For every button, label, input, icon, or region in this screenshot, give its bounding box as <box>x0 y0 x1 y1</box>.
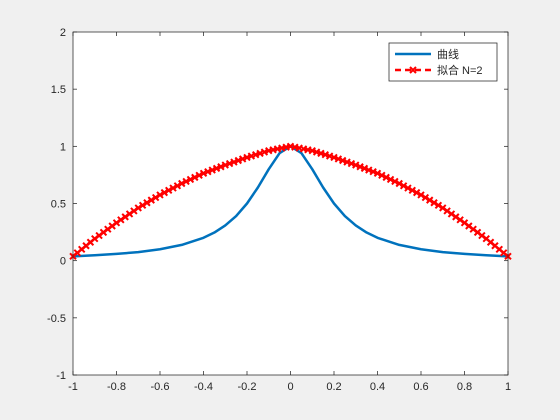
series-marker-1 <box>434 201 443 210</box>
series-marker-1 <box>186 175 195 184</box>
series-marker-1 <box>169 184 177 192</box>
series-marker-1 <box>191 173 199 182</box>
series-marker-1 <box>143 199 151 207</box>
axes-background <box>73 32 508 375</box>
series-marker-1 <box>195 171 203 180</box>
x-tick-label: -1 <box>68 381 78 393</box>
y-tick-label: 0.5 <box>51 199 66 211</box>
series-marker-1 <box>412 188 421 197</box>
series-marker-1 <box>182 177 190 186</box>
series-marker-1 <box>164 186 173 195</box>
x-tick-label: -0.4 <box>194 381 213 393</box>
y-tick-label: -1 <box>56 370 66 382</box>
y-tick-label: 2 <box>60 27 66 39</box>
x-tick-label: 0.4 <box>370 381 385 393</box>
y-tick-label: -0.5 <box>47 313 66 325</box>
x-tick-label: 1 <box>505 381 511 393</box>
series-marker-1 <box>373 169 382 178</box>
series-marker-1 <box>395 179 403 188</box>
x-tick-label: 0.6 <box>413 381 428 393</box>
legend-box <box>388 42 498 82</box>
series-marker-1 <box>399 182 408 190</box>
x-tick-label: -0.8 <box>107 381 126 393</box>
series-marker-1 <box>430 199 438 207</box>
series-marker-1 <box>160 188 169 197</box>
x-tick-label: 0 <box>287 381 293 393</box>
series-marker-1 <box>173 182 182 190</box>
series-marker-1 <box>378 171 386 180</box>
y-tick-label: 0 <box>60 256 66 268</box>
legend-marker-1 <box>409 66 417 74</box>
series-marker-1 <box>382 173 390 182</box>
series-marker-1 <box>151 193 160 202</box>
x-tick-label: 0.2 <box>326 381 341 393</box>
series-marker-1 <box>391 177 399 186</box>
legend-label-0: 曲线 <box>437 47 459 61</box>
series-marker-1 <box>147 196 156 204</box>
x-tick-label: -0.6 <box>151 381 170 393</box>
y-tick-label: 1 <box>60 141 66 153</box>
series-marker-1 <box>417 191 425 199</box>
series-marker-1 <box>178 179 186 188</box>
x-tick-label: 0.8 <box>457 381 472 393</box>
plot-area <box>69 142 512 261</box>
legend-label-1: 拟合 N=2 <box>437 63 483 77</box>
axes: -1 -0.8 -0.6 -0.4 -0.2 0 0.2 0.4 0.6 0.8 1 -1 -0.5 0 0… <box>47 27 511 393</box>
series-marker-1 <box>404 184 412 192</box>
series-marker-1 <box>421 193 430 202</box>
series-marker-1 <box>156 191 164 199</box>
series-marker-1 <box>408 186 417 195</box>
series-marker-1 <box>386 175 395 184</box>
series-marker-1 <box>425 196 434 204</box>
series-marker-1 <box>138 201 147 210</box>
series-marker-1 <box>134 204 142 212</box>
x-tick-label: -0.2 <box>238 381 257 393</box>
y-tick-label: 1.5 <box>51 84 66 96</box>
